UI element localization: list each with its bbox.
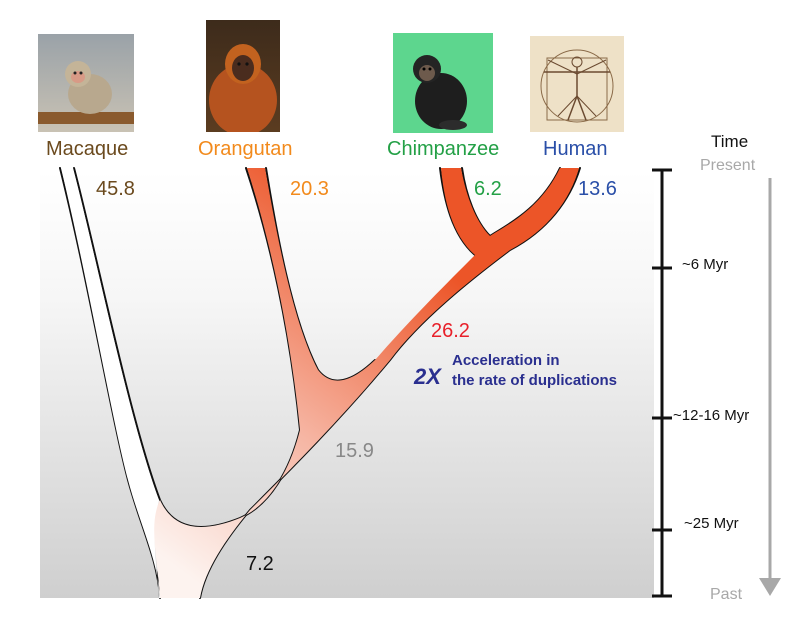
rate-macaque: 45.8 — [96, 178, 135, 200]
rate-great-ape-ancestor: 15.9 — [335, 440, 374, 462]
time-axis — [652, 168, 781, 598]
species-label-macaque: Macaque — [46, 138, 129, 160]
rate-chimpanzee: 6.2 — [474, 178, 502, 200]
macaque-photo — [38, 34, 134, 132]
rate-human: 13.6 — [578, 178, 617, 200]
time-axis-title: Time — [711, 132, 749, 151]
time-arrow-head — [759, 578, 781, 596]
species-label-orangutan: Orangutan — [198, 138, 293, 160]
time-axis-present: Present — [700, 157, 756, 174]
tick-label-12-16-myr: ~12-16 Myr — [673, 407, 750, 424]
orangutan-icon — [209, 44, 277, 132]
time-axis-past: Past — [710, 586, 743, 603]
rate-orangutan: 20.3 — [290, 178, 329, 200]
tree-fill — [61, 168, 579, 598]
tick-label-25-myr: ~25 Myr — [684, 515, 739, 532]
acceleration-multiplier: 2X — [414, 364, 441, 389]
rate-root: 7.2 — [246, 553, 274, 575]
species-label-human: Human — [543, 138, 608, 160]
vitruvian-man-icon — [540, 49, 614, 123]
tick-label-6-myr: ~6 Myr — [682, 256, 729, 273]
acceleration-line-1: Acceleration in — [452, 352, 560, 369]
orangutan-photo — [206, 20, 280, 132]
macaque-icon — [38, 61, 134, 124]
vitruvian-man-drawing — [530, 36, 624, 132]
chimpanzee-photo — [393, 33, 493, 133]
rate-human-chimp-ancestor: 26.2 — [431, 320, 470, 342]
acceleration-line-2: the rate of duplications — [452, 372, 618, 389]
chimpanzee-icon — [413, 55, 467, 130]
species-label-chimpanzee: Chimpanzee — [387, 138, 500, 160]
